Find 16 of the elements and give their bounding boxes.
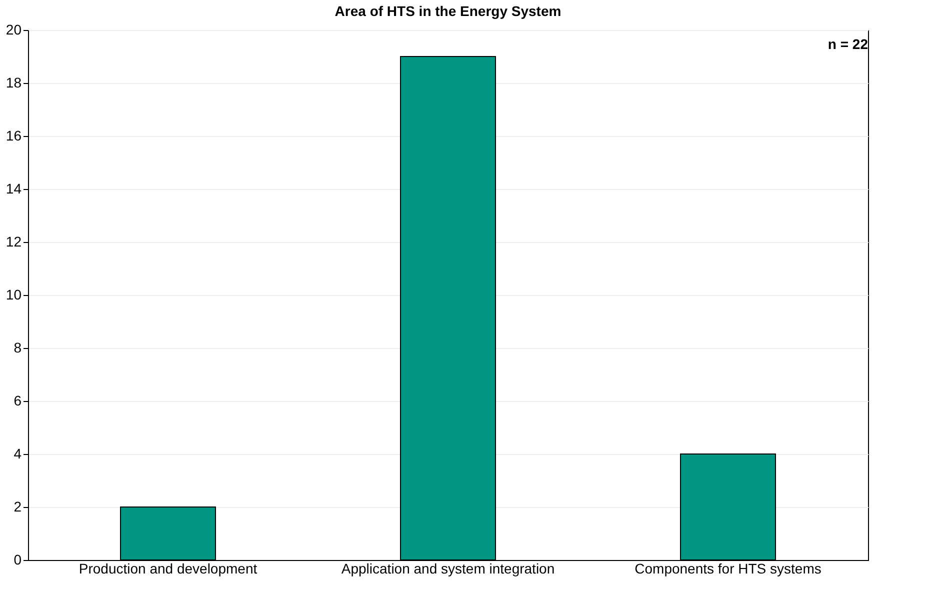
- y-tick-label: 8: [14, 340, 22, 356]
- y-tick-label: 16: [6, 128, 22, 144]
- y-tick-label: 0: [14, 552, 22, 568]
- y-tick-label: 10: [6, 286, 22, 302]
- x-tick-label: Application and system integration: [341, 560, 555, 576]
- y-tick-label: 4: [14, 446, 22, 462]
- annotation: n = 22: [828, 36, 868, 52]
- y-tick-label: 18: [6, 74, 22, 90]
- y-tick-label: 12: [6, 234, 22, 250]
- y-tick-label: 14: [6, 180, 22, 196]
- x-tick-label: Components for HTS systems: [634, 560, 822, 576]
- chart-title: Area of HTS in the Energy System: [334, 3, 562, 19]
- y-tick-label: 2: [14, 498, 22, 514]
- y-tick-label: 6: [14, 392, 22, 408]
- x-tick-label: Production and development: [78, 560, 258, 576]
- y-tick-label: 20: [6, 22, 22, 38]
